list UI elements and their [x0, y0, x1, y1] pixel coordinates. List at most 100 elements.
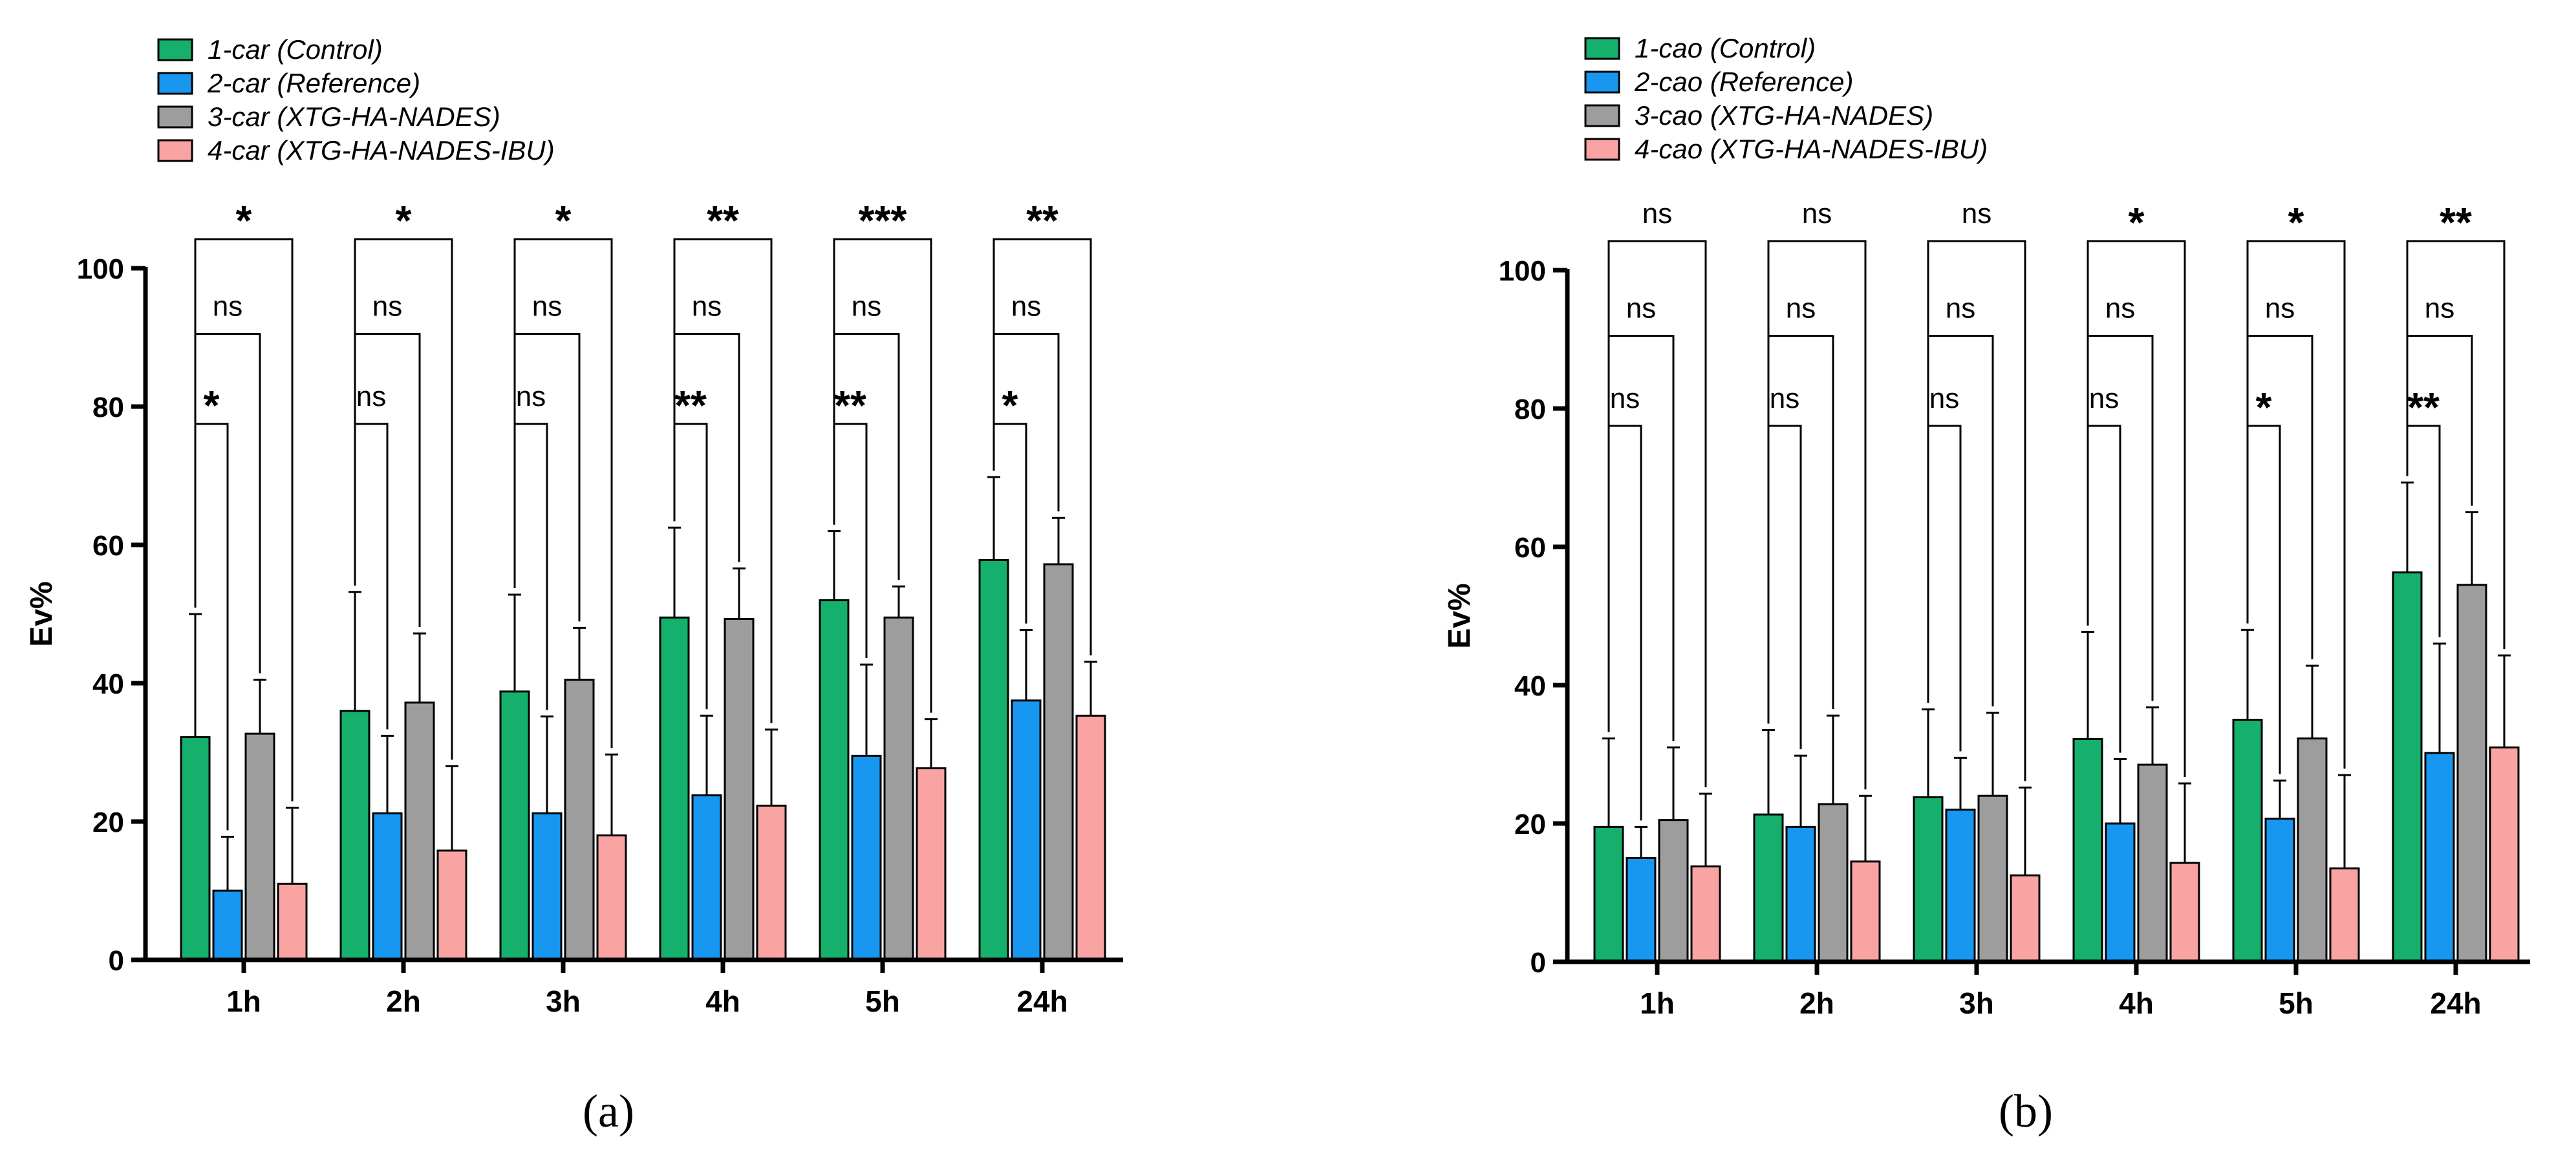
panel-caption-a: (a) — [583, 1085, 634, 1137]
bar-b-1h-s2 — [1626, 857, 1657, 963]
bar-b-5h-s2 — [2264, 818, 2295, 963]
x-tick-label-a-2h: 2h — [386, 984, 421, 1018]
sig-bracket-a-4h-outer — [673, 238, 773, 723]
sig-label-b-1h-outer: ns — [1642, 198, 1672, 229]
bar-b-1h-s3 — [1658, 819, 1689, 963]
sig-label-b-3h-middle: ns — [1946, 293, 1975, 324]
sig-bracket-b-3h-outer — [1927, 240, 2026, 781]
x-tick-label-b-2h: 2h — [1799, 986, 1834, 1020]
legend-swatch-a-3 — [157, 105, 193, 129]
x-tick-label-b-4h: 4h — [2119, 986, 2154, 1020]
y-tick-label-a-60: 60 — [92, 530, 124, 562]
y-tick-label-a-80: 80 — [92, 392, 124, 423]
legend-swatch-a-4 — [157, 139, 193, 162]
sig-label-a-5h-middle: ns — [852, 291, 881, 323]
bar-a-24h-s2 — [1011, 699, 1042, 961]
bar-b-4h-s1 — [2072, 738, 2103, 963]
legend-swatch-b-3 — [1584, 104, 1620, 127]
legend-label-a-1: 1-car (Control) — [208, 34, 383, 65]
panel-b: 1-cao (Control) 2-cao (Reference)3-cao (X… — [1443, 33, 2530, 1020]
legend-label-b-4: 4-cao (XTG-HA-NADES-IBU) — [1635, 134, 1988, 164]
bar-b-3h-s2 — [1945, 809, 1976, 963]
legend-label-b-2: 2-cao (Reference) — [1634, 67, 1853, 97]
bar-b-5h-s4 — [2329, 867, 2360, 963]
sig-bracket-b-1h-outer — [1607, 240, 1707, 787]
sig-label-a-24h-middle: ns — [1011, 291, 1041, 323]
y-tick-label-a-40: 40 — [92, 668, 124, 700]
legend-label-a-3: 3-car (XTG-HA-NADES) — [208, 101, 500, 132]
sig-label-a-5h-inner: ** — [834, 382, 866, 429]
sig-label-b-5h-outer: * — [2288, 199, 2304, 246]
x-tick-label-a-3h: 3h — [546, 984, 581, 1018]
legend-label-a-2: 2-car (Reference) — [207, 68, 420, 98]
y-axis-title-a: Ev% — [25, 581, 59, 646]
sig-label-a-2h-middle: ns — [372, 291, 402, 323]
bar-b-4h-s2 — [2105, 822, 2136, 963]
sig-label-a-4h-middle: ns — [692, 291, 722, 323]
sig-bracket-b-5h-outer — [2246, 240, 2346, 769]
bar-b-24h-s1 — [2392, 571, 2423, 963]
sig-label-a-2h-inner: ns — [356, 381, 386, 412]
sig-label-a-3h-outer: * — [555, 197, 572, 244]
y-tick-label-a-20: 20 — [92, 807, 124, 838]
sig-label-a-5h-outer: *** — [859, 197, 907, 244]
bar-a-4h-s2 — [691, 794, 722, 961]
sig-label-b-3h-outer: ns — [1962, 198, 1991, 229]
y-tick-label-b-0: 0 — [1530, 947, 1546, 979]
sig-label-b-1h-middle: ns — [1626, 293, 1656, 324]
x-tick-label-b-24h: 24h — [2430, 986, 2481, 1020]
x-tick-label-a-4h: 4h — [705, 984, 740, 1018]
legend-label-b-3: 3-cao (XTG-HA-NADES) — [1635, 100, 1933, 131]
sig-label-b-2h-middle: ns — [1786, 293, 1816, 324]
sig-label-a-4h-outer: ** — [707, 197, 739, 244]
sig-label-b-4h-middle: ns — [2105, 293, 2135, 324]
bar-b-24h-s2 — [2424, 752, 2455, 963]
x-tick-label-a-24h: 24h — [1016, 984, 1068, 1018]
sig-label-b-3h-inner: ns — [1929, 383, 1959, 414]
sig-label-b-1h-inner: ns — [1610, 383, 1640, 414]
y-tick-label-b-20: 20 — [1514, 809, 1546, 840]
bar-b-24h-s4 — [2489, 746, 2520, 963]
bar-b-1h-s1 — [1593, 825, 1624, 963]
bar-a-3h-s3 — [564, 679, 595, 961]
bar-a-4h-s3 — [724, 617, 755, 961]
bar-a-3h-s1 — [499, 690, 530, 961]
sig-bracket-a-24h-outer — [993, 238, 1092, 655]
sig-label-a-3h-middle: ns — [532, 291, 562, 323]
sig-label-a-2h-outer: * — [396, 197, 412, 244]
bar-b-5h-s1 — [2232, 719, 2263, 963]
bar-b-24h-s3 — [2456, 584, 2487, 963]
bar-a-4h-s1 — [659, 616, 690, 961]
sig-label-a-4h-inner: ** — [674, 382, 707, 429]
bar-a-3h-s2 — [531, 812, 563, 961]
sig-label-b-24h-inner: ** — [2407, 384, 2440, 430]
sig-bracket-b-24h-outer — [2406, 240, 2506, 649]
sig-label-a-3h-inner: ns — [516, 381, 546, 412]
y-tick-label-b-80: 80 — [1514, 394, 1546, 425]
bar-b-3h-s4 — [2010, 874, 2041, 963]
bar-a-5h-s4 — [916, 767, 947, 961]
bar-a-1h-s3 — [244, 732, 275, 961]
bar-b-3h-s1 — [1913, 796, 1944, 963]
bar-a-1h-s1 — [180, 736, 211, 961]
panel-a: 1-car (Control)2-car (Reference)3-car (X… — [25, 34, 1123, 1018]
bar-b-2h-s1 — [1753, 813, 1784, 963]
sig-bracket-b-2h-outer — [1767, 240, 1867, 790]
bar-a-2h-s2 — [372, 812, 403, 961]
bar-b-5h-s3 — [2297, 737, 2328, 963]
sig-label-b-2h-outer: ns — [1802, 198, 1832, 229]
sig-label-b-4h-inner: ns — [2089, 383, 2119, 414]
y-tick-label-a-0: 0 — [109, 945, 124, 977]
bar-b-2h-s2 — [1785, 825, 1816, 963]
legend-swatch-b-1 — [1584, 37, 1620, 60]
bar-a-5h-s1 — [819, 599, 850, 961]
y-axis-title-b: Ev% — [1443, 583, 1477, 648]
sig-bracket-a-2h-outer — [354, 238, 453, 760]
bar-a-3h-s4 — [596, 834, 627, 961]
sig-label-a-1h-inner: * — [204, 382, 220, 429]
x-tick-label-b-3h: 3h — [1959, 986, 1994, 1020]
panel-caption-b: (b) — [1999, 1085, 2053, 1137]
sig-label-b-24h-middle: ns — [2425, 293, 2454, 324]
sig-label-b-24h-outer: ** — [2440, 199, 2472, 246]
